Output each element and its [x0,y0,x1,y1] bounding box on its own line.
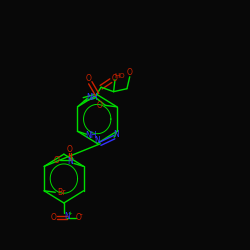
Text: NH: NH [86,130,97,140]
Text: O: O [97,101,102,110]
Text: +: + [67,212,72,216]
Text: O: O [112,74,118,83]
Text: HO: HO [114,73,125,79]
Text: N: N [64,212,70,222]
Text: NH: NH [86,92,98,102]
Text: O: O [86,74,92,83]
Text: +: + [70,156,74,160]
Text: O: O [76,213,82,222]
Text: -: - [79,210,82,219]
Text: O: O [54,156,60,165]
Text: O: O [67,144,73,154]
Text: N: N [95,136,100,145]
Text: -: - [57,152,60,161]
Text: Br: Br [57,188,66,197]
Text: O: O [51,213,56,222]
Text: N: N [67,157,73,166]
Text: O: O [127,68,133,77]
Text: N: N [114,130,119,139]
